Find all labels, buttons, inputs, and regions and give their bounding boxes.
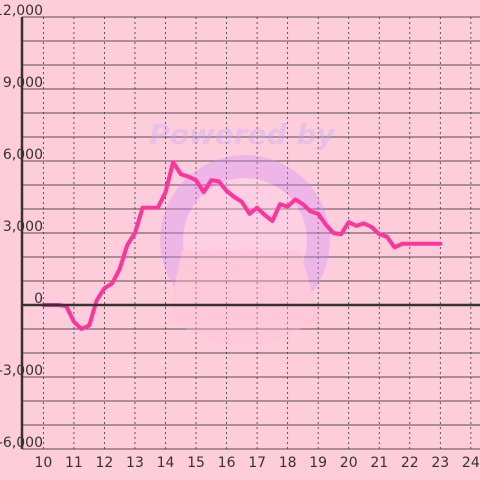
y-tick-label: 6,000 bbox=[3, 147, 43, 163]
x-tick-label: 16 bbox=[218, 455, 236, 471]
x-tick-label: 17 bbox=[248, 455, 266, 471]
x-tick-label: 15 bbox=[187, 455, 205, 471]
x-tick-label: 18 bbox=[279, 455, 297, 471]
y-tick-label: 9,000 bbox=[3, 75, 43, 91]
series-line bbox=[41, 160, 443, 331]
axis-layer bbox=[20, 17, 480, 449]
x-tick-label: 23 bbox=[431, 455, 449, 471]
watermark-text: Powered by bbox=[149, 118, 336, 151]
x-tick-label: 13 bbox=[126, 455, 144, 471]
x-tick-label: 19 bbox=[309, 455, 327, 471]
y-tick-label: -6,000 bbox=[0, 435, 43, 451]
x-tick-label: 22 bbox=[401, 455, 419, 471]
label-layer: 12,000 9,000 6,000 3,000 0 -3,000 -6,000 10 11 12… bbox=[0, 3, 480, 471]
x-tick-label: 14 bbox=[157, 455, 175, 471]
y-tick-label: 3,000 bbox=[3, 219, 43, 235]
grid-layer bbox=[22, 16, 480, 450]
y-tick-label: 12,000 bbox=[0, 3, 43, 19]
x-tick-label: 12 bbox=[96, 455, 114, 471]
y-tick-label: -3,000 bbox=[0, 363, 43, 379]
x-tick-label: 20 bbox=[340, 455, 358, 471]
x-tick-label: 11 bbox=[65, 455, 83, 471]
x-tick-label: 21 bbox=[370, 455, 388, 471]
x-tick-label: 10 bbox=[34, 455, 52, 471]
series-layer bbox=[41, 160, 443, 331]
watermark-logo: Powered by bbox=[149, 118, 336, 345]
x-tick-label: 24 bbox=[462, 455, 480, 471]
y-tick-label: 0 bbox=[34, 291, 43, 307]
